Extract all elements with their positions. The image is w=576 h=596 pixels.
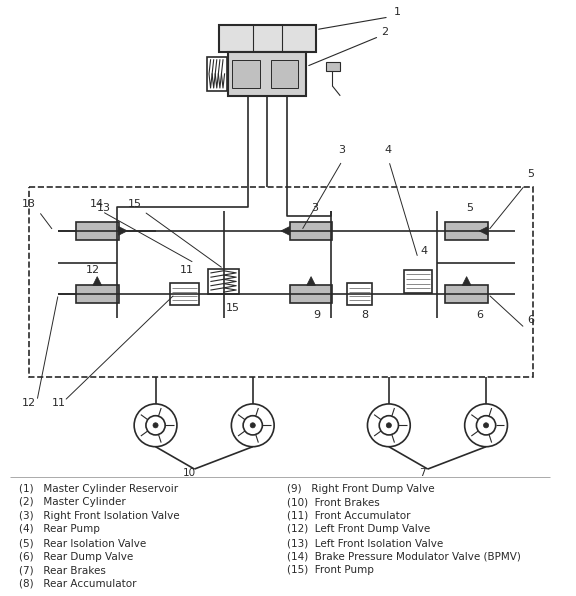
Polygon shape <box>306 277 316 285</box>
Bar <box>29 187 533 377</box>
Circle shape <box>134 404 177 447</box>
Bar <box>232 60 260 88</box>
Bar <box>290 222 332 240</box>
Polygon shape <box>479 226 488 235</box>
Bar <box>208 269 239 294</box>
Text: (12)  Left Front Dump Valve: (12) Left Front Dump Valve <box>287 524 430 535</box>
Text: 1: 1 <box>394 7 401 17</box>
Text: 14: 14 <box>89 198 104 209</box>
Circle shape <box>146 415 165 435</box>
Text: (7)   Rear Brakes: (7) Rear Brakes <box>20 565 107 575</box>
Text: 8: 8 <box>362 311 369 321</box>
Text: 12: 12 <box>86 265 100 275</box>
Circle shape <box>379 415 399 435</box>
Text: 13: 13 <box>97 203 111 213</box>
Circle shape <box>476 415 496 435</box>
Bar <box>271 60 298 88</box>
Bar <box>219 25 316 52</box>
Text: (5)   Rear Isolation Valve: (5) Rear Isolation Valve <box>20 538 147 548</box>
Circle shape <box>483 423 488 428</box>
Bar <box>170 283 199 305</box>
Bar <box>229 52 306 96</box>
Text: 5: 5 <box>467 203 473 213</box>
Text: 12: 12 <box>21 398 36 408</box>
Text: 5: 5 <box>527 169 534 179</box>
Text: 6: 6 <box>527 315 534 325</box>
Circle shape <box>465 404 507 447</box>
Text: 10: 10 <box>183 468 196 478</box>
Bar <box>290 285 332 303</box>
Text: (1)   Master Cylinder Reservoir: (1) Master Cylinder Reservoir <box>20 483 179 493</box>
Text: (15)  Front Pump: (15) Front Pump <box>287 565 374 575</box>
Bar <box>445 285 488 303</box>
Text: 3: 3 <box>311 203 318 213</box>
Circle shape <box>232 404 274 447</box>
Text: (8)   Rear Accumulator: (8) Rear Accumulator <box>20 579 137 589</box>
Text: (3)   Right Front Isolation Valve: (3) Right Front Isolation Valve <box>20 511 180 521</box>
Text: 4: 4 <box>420 246 427 256</box>
Circle shape <box>243 415 263 435</box>
Text: 9: 9 <box>313 311 320 321</box>
Polygon shape <box>93 277 101 285</box>
Text: (10)  Front Brakes: (10) Front Brakes <box>287 497 380 507</box>
Bar <box>207 57 226 91</box>
Text: (13)  Left Front Isolation Valve: (13) Left Front Isolation Valve <box>287 538 443 548</box>
Bar <box>445 222 488 240</box>
Text: 15: 15 <box>128 198 142 209</box>
Text: (6)   Rear Dump Valve: (6) Rear Dump Valve <box>20 552 134 561</box>
Text: (14)  Brake Pressure Modulator Valve (BPMV): (14) Brake Pressure Modulator Valve (BPM… <box>287 552 521 561</box>
Circle shape <box>153 423 158 428</box>
Circle shape <box>386 423 392 428</box>
Polygon shape <box>119 226 127 235</box>
Bar <box>76 222 119 240</box>
Text: 6: 6 <box>476 311 483 321</box>
Text: (11)  Front Accumulator: (11) Front Accumulator <box>287 511 410 521</box>
Text: 4: 4 <box>384 145 391 155</box>
Text: (9)   Right Front Dump Valve: (9) Right Front Dump Valve <box>287 483 434 493</box>
Text: 15: 15 <box>226 303 240 313</box>
Circle shape <box>367 404 410 447</box>
Text: (2)   Master Cylinder: (2) Master Cylinder <box>20 497 126 507</box>
Bar <box>76 285 119 303</box>
Bar <box>347 283 372 305</box>
Text: 2: 2 <box>381 27 388 36</box>
Polygon shape <box>462 277 471 285</box>
Circle shape <box>250 423 255 428</box>
Bar <box>325 62 340 72</box>
Text: 7: 7 <box>419 468 426 478</box>
Bar <box>404 270 431 293</box>
Text: 13: 13 <box>21 198 35 209</box>
Text: 3: 3 <box>338 145 345 155</box>
Text: 11: 11 <box>51 398 66 408</box>
Polygon shape <box>281 226 290 235</box>
Text: 11: 11 <box>180 265 194 275</box>
Text: (4)   Rear Pump: (4) Rear Pump <box>20 524 100 535</box>
